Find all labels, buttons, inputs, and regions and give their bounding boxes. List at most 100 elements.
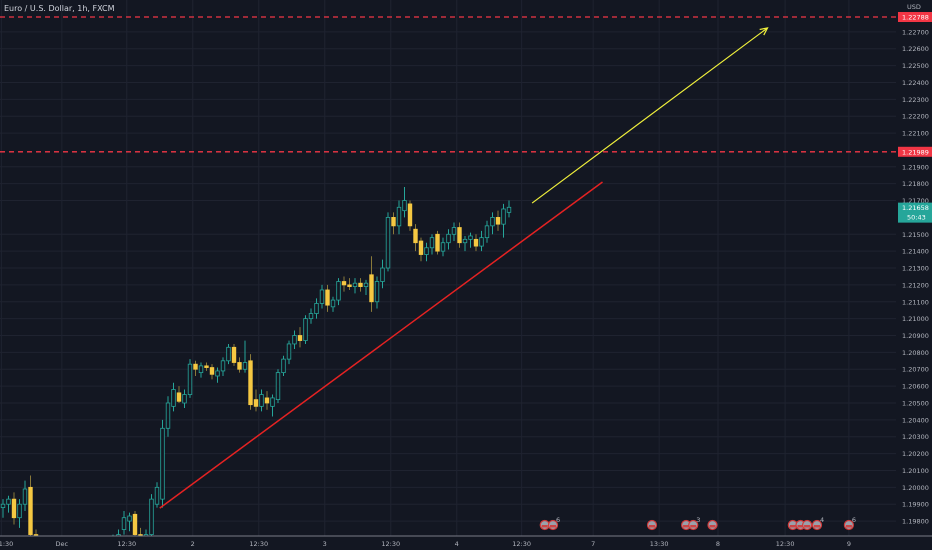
economic-event-icon[interactable] bbox=[646, 519, 658, 531]
candle bbox=[259, 389, 264, 412]
candle-body bbox=[347, 284, 352, 287]
candle bbox=[171, 382, 176, 412]
time-tick-label: 3 bbox=[323, 540, 327, 548]
economic-event-icon[interactable] bbox=[801, 519, 813, 531]
candle-body bbox=[226, 346, 231, 362]
candle bbox=[165, 396, 171, 437]
candle bbox=[281, 355, 286, 376]
currency-label: USD bbox=[907, 3, 921, 11]
candle bbox=[429, 234, 435, 255]
time-tick-label: 8 bbox=[716, 540, 720, 548]
candle-body bbox=[402, 200, 407, 212]
trendline bbox=[159, 181, 603, 509]
price-level-label: 1.21989 bbox=[902, 148, 929, 156]
candle-body bbox=[259, 394, 264, 407]
candle-body bbox=[264, 397, 270, 404]
time-tick-label: 1:30 bbox=[0, 540, 13, 548]
candle bbox=[506, 200, 512, 218]
candle-body bbox=[11, 498, 17, 519]
price-tick-label: 1.22500 bbox=[902, 62, 929, 70]
candle-body bbox=[336, 281, 341, 301]
candle-body bbox=[132, 513, 138, 535]
candle bbox=[479, 230, 484, 252]
price-tick-label: 1.21000 bbox=[902, 315, 929, 323]
candle bbox=[275, 369, 281, 403]
candle-body bbox=[281, 358, 286, 374]
candle-body bbox=[193, 363, 198, 370]
candle bbox=[0, 499, 6, 518]
candle bbox=[451, 222, 457, 242]
candle-body bbox=[385, 217, 391, 269]
candle-body bbox=[165, 402, 171, 429]
candle bbox=[220, 357, 226, 376]
candle-body bbox=[352, 282, 358, 287]
event-flag-stripe bbox=[804, 525, 811, 528]
candle bbox=[347, 278, 352, 290]
candle bbox=[501, 203, 506, 238]
candle-body bbox=[22, 488, 28, 505]
candle bbox=[391, 212, 396, 235]
event-flag-stripe bbox=[814, 525, 820, 528]
price-tick-label: 1.21700 bbox=[902, 197, 929, 205]
candle bbox=[270, 394, 275, 417]
price-tick-label: 1.20900 bbox=[902, 332, 929, 340]
economic-event-icon[interactable]: 3 bbox=[688, 516, 701, 531]
candle-body bbox=[451, 227, 457, 235]
price-tick-label: 1.20400 bbox=[902, 416, 929, 424]
candle bbox=[237, 357, 242, 373]
candle bbox=[468, 232, 473, 248]
time-tick-label: 12:30 bbox=[776, 540, 795, 548]
candle-body bbox=[490, 217, 495, 227]
candle-body bbox=[495, 217, 501, 225]
candle bbox=[407, 200, 413, 231]
time-tick-label: 4 bbox=[455, 540, 459, 548]
candle-body bbox=[275, 372, 281, 401]
candle-body bbox=[237, 362, 242, 370]
candle bbox=[209, 364, 215, 380]
event-count: 4 bbox=[820, 516, 824, 524]
price-level-badge bbox=[898, 12, 932, 22]
event-flag-stripe bbox=[789, 525, 796, 528]
economic-event-icon[interactable]: 4 bbox=[811, 516, 825, 531]
candle bbox=[341, 276, 347, 292]
candle-body bbox=[374, 281, 380, 303]
candle-body bbox=[358, 282, 363, 287]
candle bbox=[182, 389, 187, 409]
candle-body bbox=[413, 228, 418, 244]
candle-body bbox=[17, 503, 22, 519]
economic-event-icon[interactable]: 6 bbox=[843, 516, 856, 531]
economic-event-icon[interactable] bbox=[707, 519, 718, 531]
candle-body bbox=[418, 240, 424, 255]
candle bbox=[149, 494, 154, 536]
candle bbox=[11, 492, 17, 525]
economic-event-icon[interactable]: 6 bbox=[547, 516, 561, 531]
candle bbox=[440, 237, 446, 257]
time-tick-label: 12:30 bbox=[117, 540, 136, 548]
event-flag-stripe bbox=[683, 525, 690, 528]
candle bbox=[352, 278, 358, 294]
candle-body bbox=[154, 486, 160, 505]
candle-body bbox=[319, 289, 325, 304]
candle bbox=[330, 296, 336, 312]
candle bbox=[336, 278, 341, 306]
price-tick-label: 1.22100 bbox=[902, 130, 929, 138]
price-tick-label: 1.21800 bbox=[902, 180, 929, 188]
candle-body bbox=[457, 227, 462, 244]
candle bbox=[28, 475, 33, 536]
candle bbox=[424, 242, 429, 262]
event-flag-stripe bbox=[690, 525, 697, 528]
arrow-line bbox=[531, 27, 768, 204]
candle-body bbox=[501, 208, 506, 225]
plot-area bbox=[0, 0, 896, 536]
candle bbox=[231, 343, 237, 366]
candle bbox=[143, 529, 149, 536]
candle bbox=[286, 340, 292, 365]
candle-body bbox=[248, 360, 253, 406]
price-tick-label: 1.22200 bbox=[902, 113, 929, 121]
price-tick-label: 1.20000 bbox=[902, 484, 929, 492]
candle-body bbox=[407, 203, 413, 227]
candle-body bbox=[303, 318, 308, 341]
event-flag-stripe bbox=[649, 525, 655, 528]
candle bbox=[490, 212, 495, 235]
